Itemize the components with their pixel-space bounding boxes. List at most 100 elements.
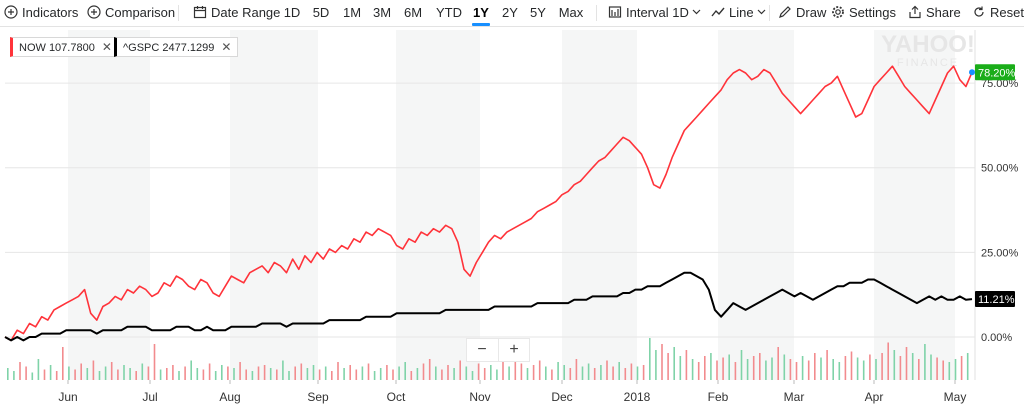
range-1d[interactable]: 1D bbox=[283, 5, 301, 20]
volume-bar bbox=[294, 366, 296, 380]
range-5d[interactable]: 5D bbox=[312, 5, 330, 20]
range-1m[interactable]: 1M bbox=[342, 5, 362, 20]
volume-bar bbox=[477, 363, 480, 380]
range-5y[interactable]: 5Y bbox=[530, 5, 546, 20]
close-icon[interactable]: ✕ bbox=[101, 40, 112, 54]
volume-bar bbox=[673, 347, 675, 380]
volume-bar bbox=[508, 366, 510, 380]
close-icon[interactable]: ✕ bbox=[221, 40, 232, 54]
x-tick-label: Aug bbox=[219, 390, 240, 404]
x-tick-label: Nov bbox=[469, 390, 490, 404]
volume-bar bbox=[453, 368, 455, 380]
share-button[interactable]: Share bbox=[908, 4, 961, 22]
volume-bar bbox=[86, 368, 89, 380]
volume-bar bbox=[135, 371, 137, 380]
volume-bar bbox=[918, 359, 920, 380]
volume-bar bbox=[587, 363, 590, 380]
y-tick-label: 25.00% bbox=[981, 247, 1019, 259]
volume-bar bbox=[392, 369, 394, 380]
reset-label: Reset bbox=[990, 5, 1024, 20]
volume-bar bbox=[905, 347, 908, 380]
volume-bar bbox=[282, 360, 284, 380]
volume-bar bbox=[752, 356, 755, 380]
date-range-button[interactable]: Date Range bbox=[193, 4, 280, 22]
volume-bar bbox=[569, 368, 572, 380]
volume-bar bbox=[62, 347, 64, 380]
indicators-button[interactable]: Indicators bbox=[4, 4, 78, 22]
interval-dropdown[interactable]: Interval 1D bbox=[608, 4, 701, 22]
volume-bar bbox=[930, 354, 932, 380]
zoom-in-button[interactable]: + bbox=[498, 339, 529, 361]
volume-bar bbox=[233, 368, 235, 380]
volume-bar bbox=[43, 369, 46, 380]
volume-bar bbox=[19, 362, 21, 380]
volume-bar bbox=[630, 363, 633, 380]
volume-bar bbox=[459, 360, 461, 380]
volume-bar bbox=[966, 353, 969, 380]
volume-bar bbox=[869, 354, 871, 380]
volume-bar bbox=[343, 368, 345, 380]
draw-button[interactable]: Draw bbox=[778, 4, 826, 22]
volume-bar bbox=[355, 369, 358, 380]
chart-type-dropdown[interactable]: Line bbox=[711, 4, 766, 22]
legend-chip-label: ^GSPC 2477.1299 bbox=[123, 42, 215, 54]
range-3m[interactable]: 3M bbox=[372, 5, 392, 20]
volume-bar bbox=[856, 357, 859, 380]
volume-bar bbox=[911, 353, 914, 380]
volume-bar bbox=[538, 360, 541, 380]
volume-bar bbox=[263, 365, 266, 380]
chevron-down-icon bbox=[757, 9, 766, 15]
x-tick-label: Jun bbox=[58, 390, 77, 404]
x-axis: Jun Jul Aug Sep Oct Nov Dec 2018 Feb Mar Apr May bbox=[58, 380, 966, 404]
chart-toolbar: Indicators Comparison Date Range 1D 5D 1… bbox=[0, 0, 1024, 27]
draw-label: Draw bbox=[796, 5, 827, 20]
volume-bar bbox=[685, 350, 688, 380]
line-chart-icon bbox=[711, 7, 725, 17]
reset-button[interactable]: Reset bbox=[972, 4, 1024, 22]
legend-chip-now[interactable]: NOW 107.7800 ✕ bbox=[10, 37, 119, 57]
volume-bar bbox=[942, 360, 944, 380]
x-tick-label: Dec bbox=[551, 390, 572, 404]
x-tick-label: May bbox=[944, 390, 967, 404]
last-value-badge bbox=[975, 291, 1015, 308]
series-lines bbox=[4, 65, 973, 342]
zoom-control: − + bbox=[466, 338, 530, 362]
x-tick-label: 2018 bbox=[624, 390, 651, 404]
indicators-label: Indicators bbox=[22, 5, 79, 20]
volume-bar bbox=[196, 368, 199, 380]
range-1y[interactable]: 1Y bbox=[472, 5, 490, 26]
last-value-label: 78.20% bbox=[978, 67, 1016, 79]
month-band bbox=[230, 30, 318, 380]
volume-bar bbox=[110, 362, 113, 380]
range-ytd[interactable]: YTD bbox=[436, 5, 462, 20]
volume-bar bbox=[373, 371, 376, 380]
range-max[interactable]: Max bbox=[558, 5, 584, 20]
volume-bar bbox=[239, 362, 241, 380]
volume-bar bbox=[948, 362, 951, 380]
volume-bar bbox=[850, 351, 853, 380]
y-tick-label: 0.00% bbox=[981, 332, 1012, 344]
volume-bar bbox=[288, 371, 290, 380]
volume-bar bbox=[74, 369, 76, 380]
toolbar-divider bbox=[596, 5, 597, 21]
x-tick-label: Sep bbox=[307, 390, 329, 404]
volume-bar bbox=[324, 366, 327, 380]
volume-bar bbox=[331, 371, 333, 380]
settings-button[interactable]: Settings bbox=[831, 4, 896, 22]
y-tick-label: 50.00% bbox=[981, 163, 1019, 175]
range-6m[interactable]: 6M bbox=[403, 5, 423, 20]
volume-bar bbox=[545, 366, 547, 380]
volume-bar bbox=[416, 368, 419, 380]
volume-bar bbox=[728, 354, 730, 380]
volume-bar bbox=[251, 371, 254, 380]
comparison-button[interactable]: Comparison bbox=[87, 4, 175, 22]
interval-label: Interval 1D bbox=[626, 5, 689, 20]
volume-bar bbox=[129, 368, 131, 380]
zoom-out-button[interactable]: − bbox=[477, 341, 487, 358]
watermark-line2: FINANCE bbox=[897, 57, 959, 69]
legend-chip-gspc[interactable]: ^GSPC 2477.1299 ✕ bbox=[114, 37, 239, 57]
calendar-icon bbox=[193, 6, 207, 19]
volume-bar bbox=[826, 350, 828, 380]
range-2y[interactable]: 2Y bbox=[502, 5, 518, 20]
volume-bar bbox=[214, 371, 217, 380]
